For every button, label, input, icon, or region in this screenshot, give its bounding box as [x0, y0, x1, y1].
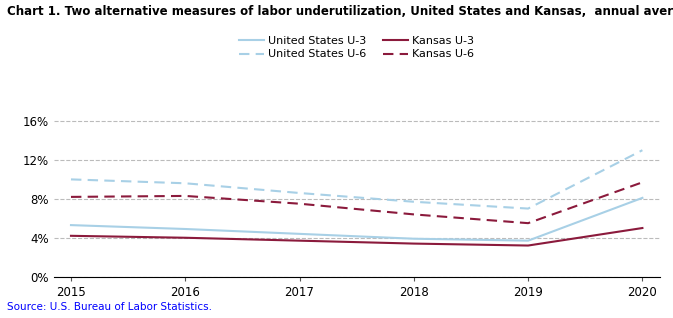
Legend: United States U-3, United States U-6, Kansas U-3, Kansas U-6: United States U-3, United States U-6, Ka…	[240, 36, 474, 59]
Text: Chart 1. Two alternative measures of labor underutilization, United States and K: Chart 1. Two alternative measures of lab…	[7, 5, 673, 18]
Text: Source: U.S. Bureau of Labor Statistics.: Source: U.S. Bureau of Labor Statistics.	[7, 302, 212, 312]
